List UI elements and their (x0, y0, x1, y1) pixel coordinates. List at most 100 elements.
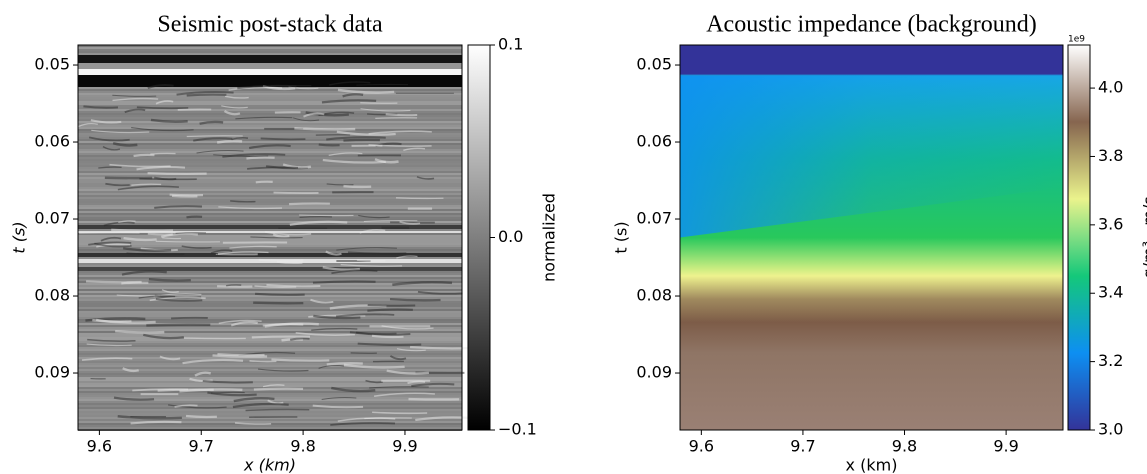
image-streak (310, 298, 334, 304)
image-streak (232, 402, 289, 409)
image-row (78, 317, 462, 319)
image-streak (253, 301, 304, 305)
image-row (78, 211, 462, 213)
image-row (78, 199, 462, 201)
image-streak (88, 136, 130, 142)
y-axis-label: t (s) (612, 221, 631, 253)
image-streak (176, 91, 234, 96)
image-row (78, 171, 462, 173)
colorbar-tick-label: −0.1 (498, 420, 537, 439)
image-streak (149, 296, 206, 302)
image-row (78, 415, 462, 417)
image-row (78, 197, 462, 199)
image-streak (90, 119, 122, 124)
image-streak (162, 237, 182, 240)
image-streak (146, 323, 211, 327)
y-tick-label: 0.08 (636, 286, 672, 305)
image-streak (196, 150, 244, 154)
image-streak (389, 355, 407, 361)
image-row (78, 155, 462, 157)
image-streak (175, 232, 207, 234)
image-streak (313, 314, 361, 320)
image-row (78, 97, 462, 99)
image-row (78, 333, 462, 335)
image-row (78, 191, 462, 193)
image-streak (417, 290, 463, 295)
image-row (78, 111, 462, 113)
image-row (78, 59, 462, 61)
image-streak (215, 251, 269, 256)
image-streak (234, 422, 272, 425)
image-streak (123, 236, 157, 242)
plot-frame (77, 44, 463, 431)
image-row (78, 425, 462, 427)
image-streak (179, 388, 243, 393)
image-streak (367, 303, 416, 307)
image-streak (358, 214, 390, 219)
image-streak (131, 183, 162, 186)
image-streak (186, 93, 227, 97)
x-axis-label: x (km) (243, 456, 296, 474)
image-row (78, 149, 462, 151)
image-row (78, 69, 462, 71)
image-row (78, 93, 462, 95)
image-row (78, 277, 462, 279)
image-row (78, 189, 462, 191)
image-row (78, 291, 462, 293)
x-tick-label: 9.8 (892, 437, 917, 456)
image-streak (360, 108, 411, 112)
image-row (78, 49, 462, 51)
image-row (78, 45, 462, 47)
image-streak (181, 245, 212, 249)
image-streak (132, 388, 189, 392)
colorbar-tick-label: 3.8 (1098, 146, 1123, 165)
image-row (78, 381, 462, 383)
image-streak (81, 357, 133, 361)
image-streak (396, 348, 426, 352)
image-streak (91, 129, 150, 134)
image-streak (312, 280, 376, 284)
image-row (78, 95, 462, 97)
image-streak (288, 86, 319, 90)
image-streak (168, 404, 227, 409)
image-streak (325, 250, 342, 256)
image-row (78, 75, 462, 77)
image-row (78, 179, 462, 181)
image-streak (289, 220, 348, 226)
image-streak (138, 295, 176, 299)
image-streak (150, 118, 188, 123)
image-row (78, 209, 462, 211)
image-row (78, 297, 462, 299)
image-row (78, 375, 462, 377)
y-axis-label: t (s) (10, 221, 29, 253)
image-row (78, 125, 462, 127)
image-row (78, 169, 462, 171)
image-row (78, 135, 462, 137)
image-streak (96, 243, 131, 248)
image-streak (331, 386, 376, 393)
colorbar-label: normalized (540, 193, 559, 282)
image-row (78, 331, 462, 333)
colorbar (1067, 44, 1091, 431)
image-streak (305, 111, 349, 117)
image-streak (118, 220, 136, 224)
image-row (78, 105, 462, 107)
image-streak (182, 358, 244, 365)
image-row (78, 119, 462, 121)
image-row (78, 215, 462, 217)
image-row (78, 131, 462, 133)
image-row (78, 161, 462, 163)
image-streak (328, 152, 363, 157)
image-streak (253, 387, 304, 391)
image-streak (294, 127, 356, 131)
image-streak (343, 184, 372, 189)
y-tick-label: 0.07 (34, 209, 70, 228)
image-streak (117, 185, 179, 191)
image-row (78, 427, 462, 429)
image-row (78, 309, 462, 311)
image-streak (372, 411, 428, 415)
image-streak (415, 416, 471, 422)
image-row (78, 355, 462, 357)
image-row (78, 249, 462, 251)
colorbar-offset: 1e9 (1068, 35, 1085, 45)
